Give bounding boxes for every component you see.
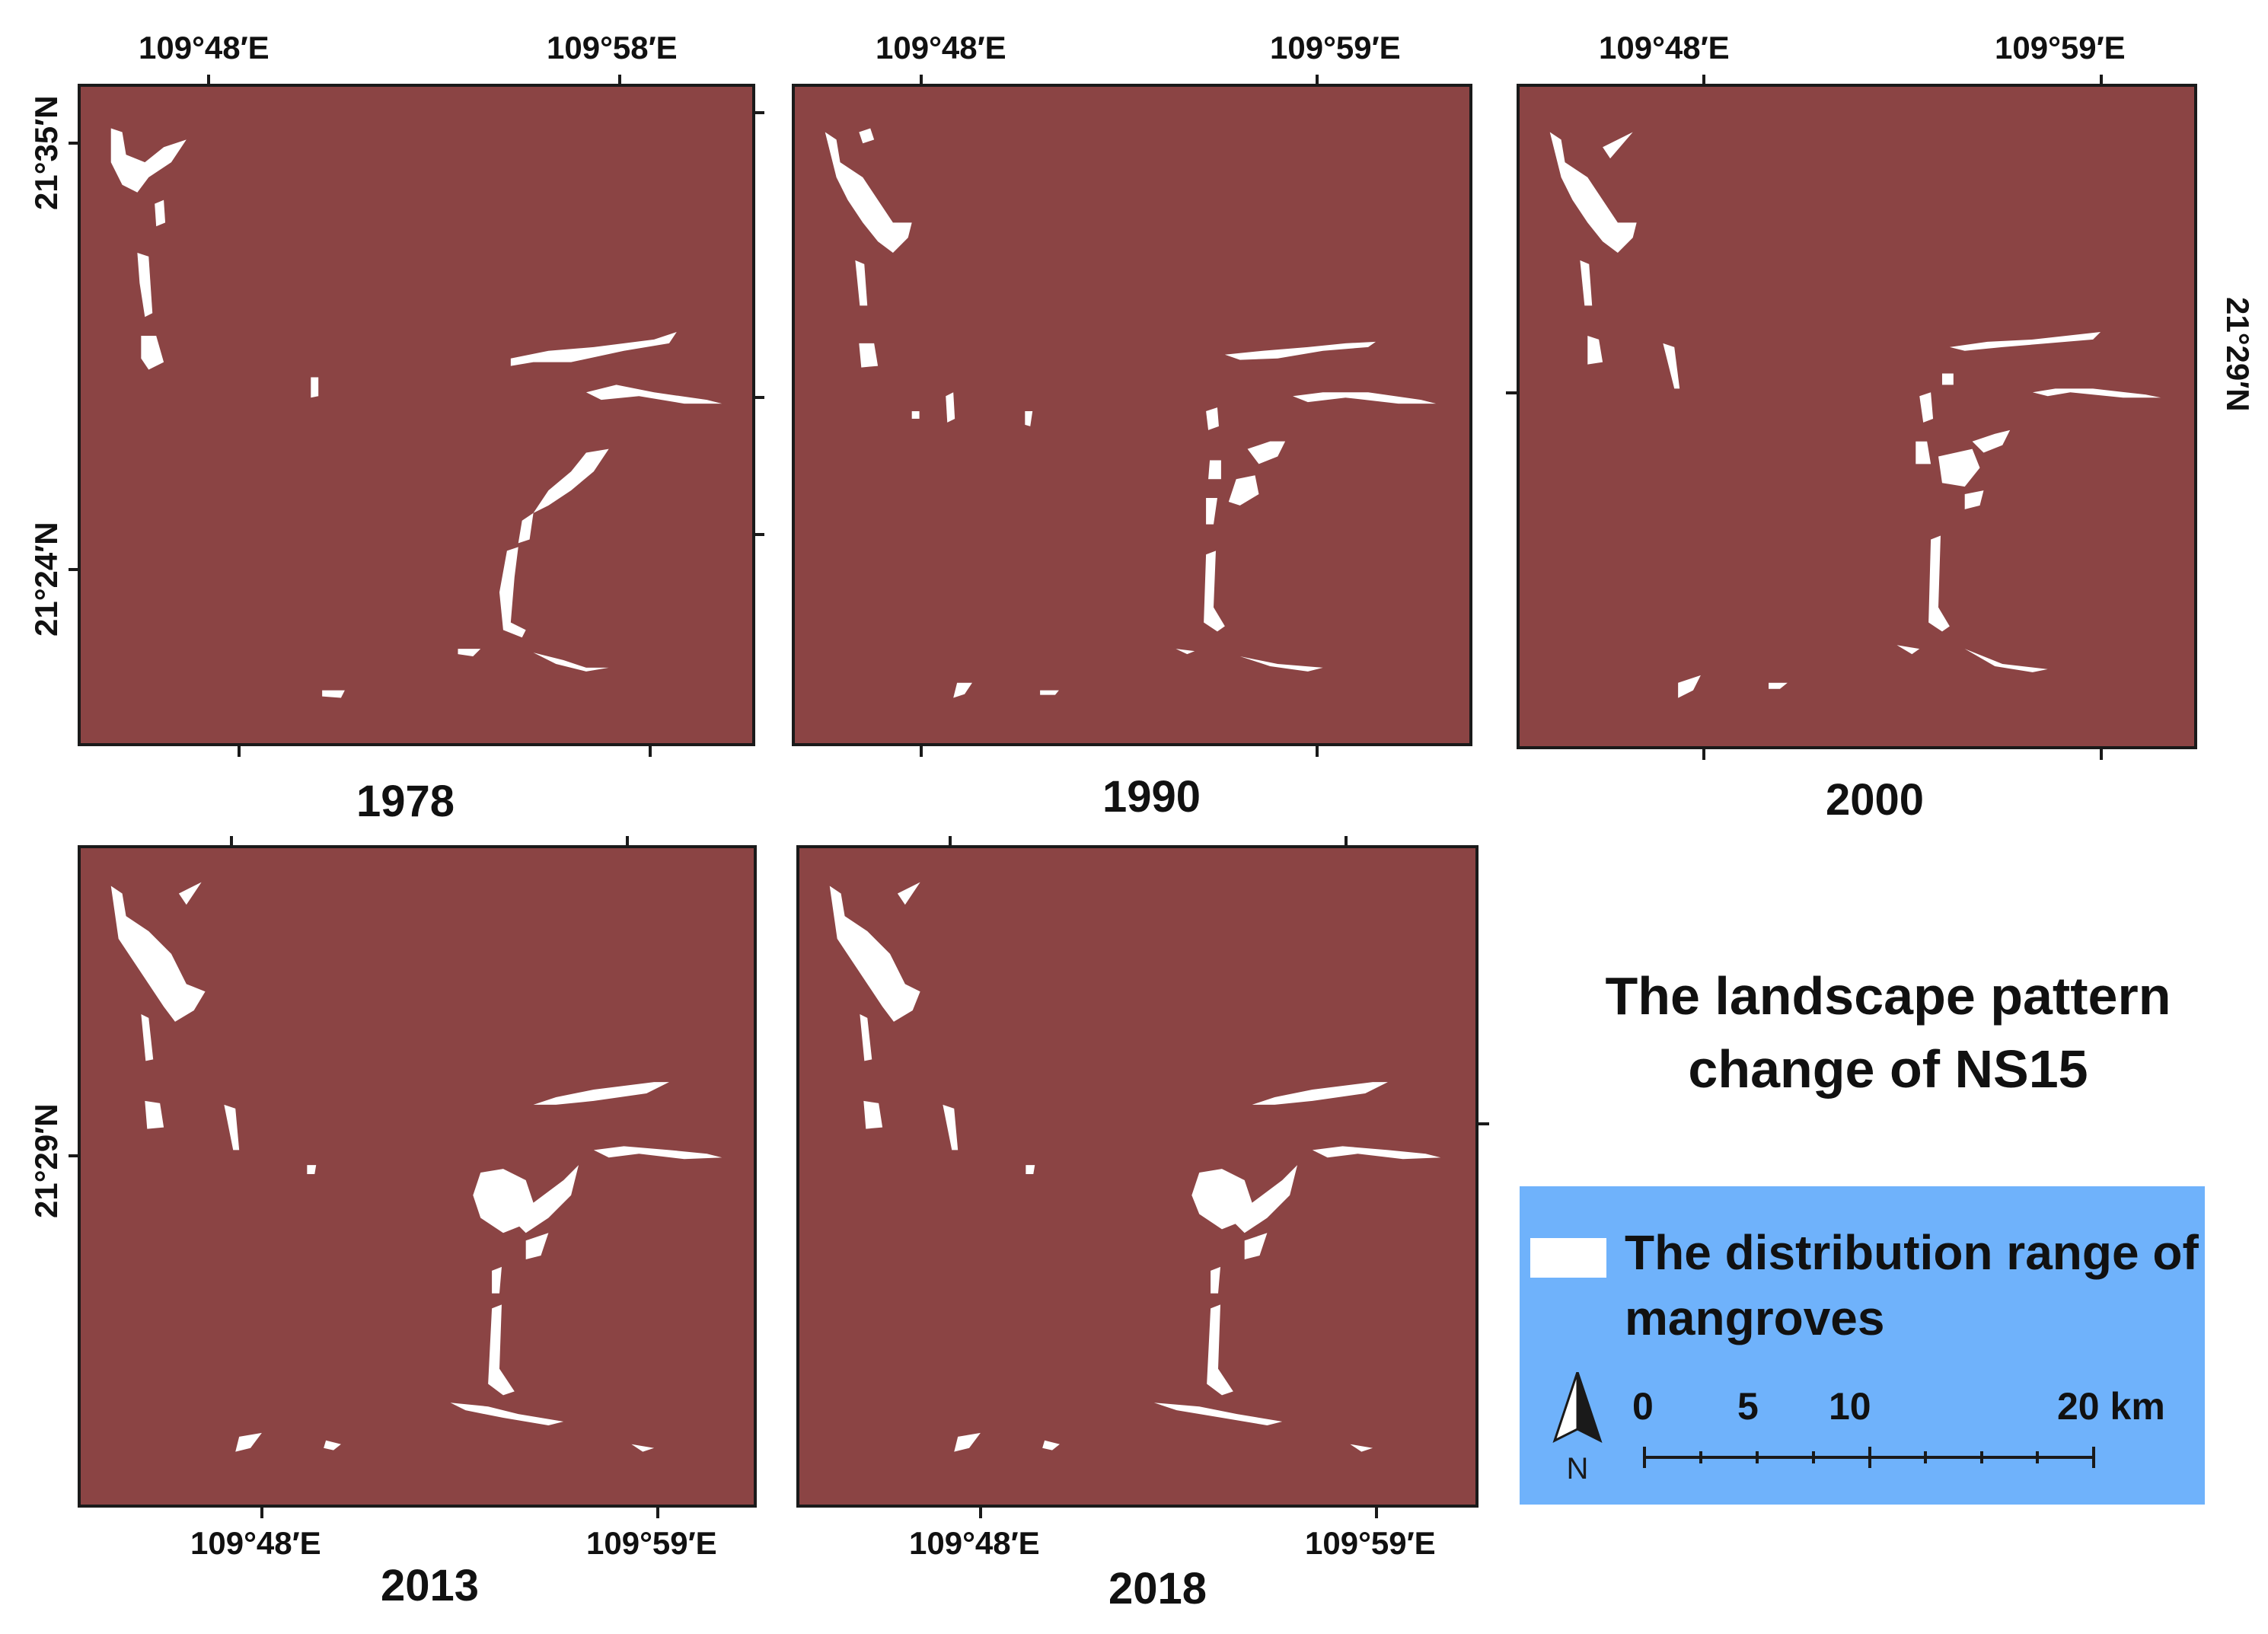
top-longitude-label-2: 109°58′E [547,30,678,65]
scale-bar [1643,1447,2095,1468]
top-longitude-label-1: 109°48′E [876,30,1006,65]
map-2000 [1517,84,2197,749]
left-latitude-label-1: 21°29′N [28,1103,64,1218]
top-longitude-label-2: 109°59′E [1270,30,1401,65]
mangrove-patches-2000 [1549,132,2161,698]
mangrove-patches-2018 [829,882,1441,1452]
mangrove-patches-1978 [110,128,723,698]
north-arrow-icon: N [1547,1371,1608,1486]
bottom-longitude-label-2: 109°59′E [1305,1525,1436,1561]
mangrove-patches-1990 [825,128,1437,698]
panel-year-label: 2013 [381,1561,480,1610]
legend-label: The distribution range of mangroves [1625,1225,2199,1345]
map-1978 [78,84,755,746]
panel-year-label: 1990 [1102,772,1201,822]
panel-year-label: 2000 [1826,775,1925,825]
bottom-longitude-label-1: 109°48′E [909,1525,1040,1561]
map-1990 [792,84,1472,746]
mangrove-swatch [1530,1238,1606,1278]
map-2013 [78,845,757,1508]
legend-box: The distribution range of mangroves N 0 … [1520,1186,2205,1505]
left-latitude-label-1: 21°35′N [28,95,64,210]
mangrove-patches-2013 [110,882,723,1452]
map-2018 [796,845,1479,1508]
right-latitude-label-1: 21°29′N [2220,297,2256,412]
left-latitude-label-2: 21°24′N [28,522,64,637]
bottom-longitude-label-1: 109°48′E [190,1525,321,1561]
top-longitude-label-1: 109°48′E [139,30,270,65]
top-longitude-label-2: 109°59′E [1995,30,2126,65]
scale-label-10: 10 [1829,1385,1871,1428]
top-longitude-label-1: 109°48′E [1599,30,1730,65]
north-label: N [1567,1452,1589,1486]
bottom-longitude-label-2: 109°59′E [586,1525,717,1561]
panel-year-label: 2018 [1108,1564,1207,1613]
figure-title: The landscape pattern change of NS15 [1605,966,2171,1099]
scale-label-20: 20 km [2057,1385,2165,1428]
scale-label-5: 5 [1737,1385,1759,1428]
panel-year-label: 1978 [356,777,455,826]
scale-label-0: 0 [1632,1385,1654,1428]
